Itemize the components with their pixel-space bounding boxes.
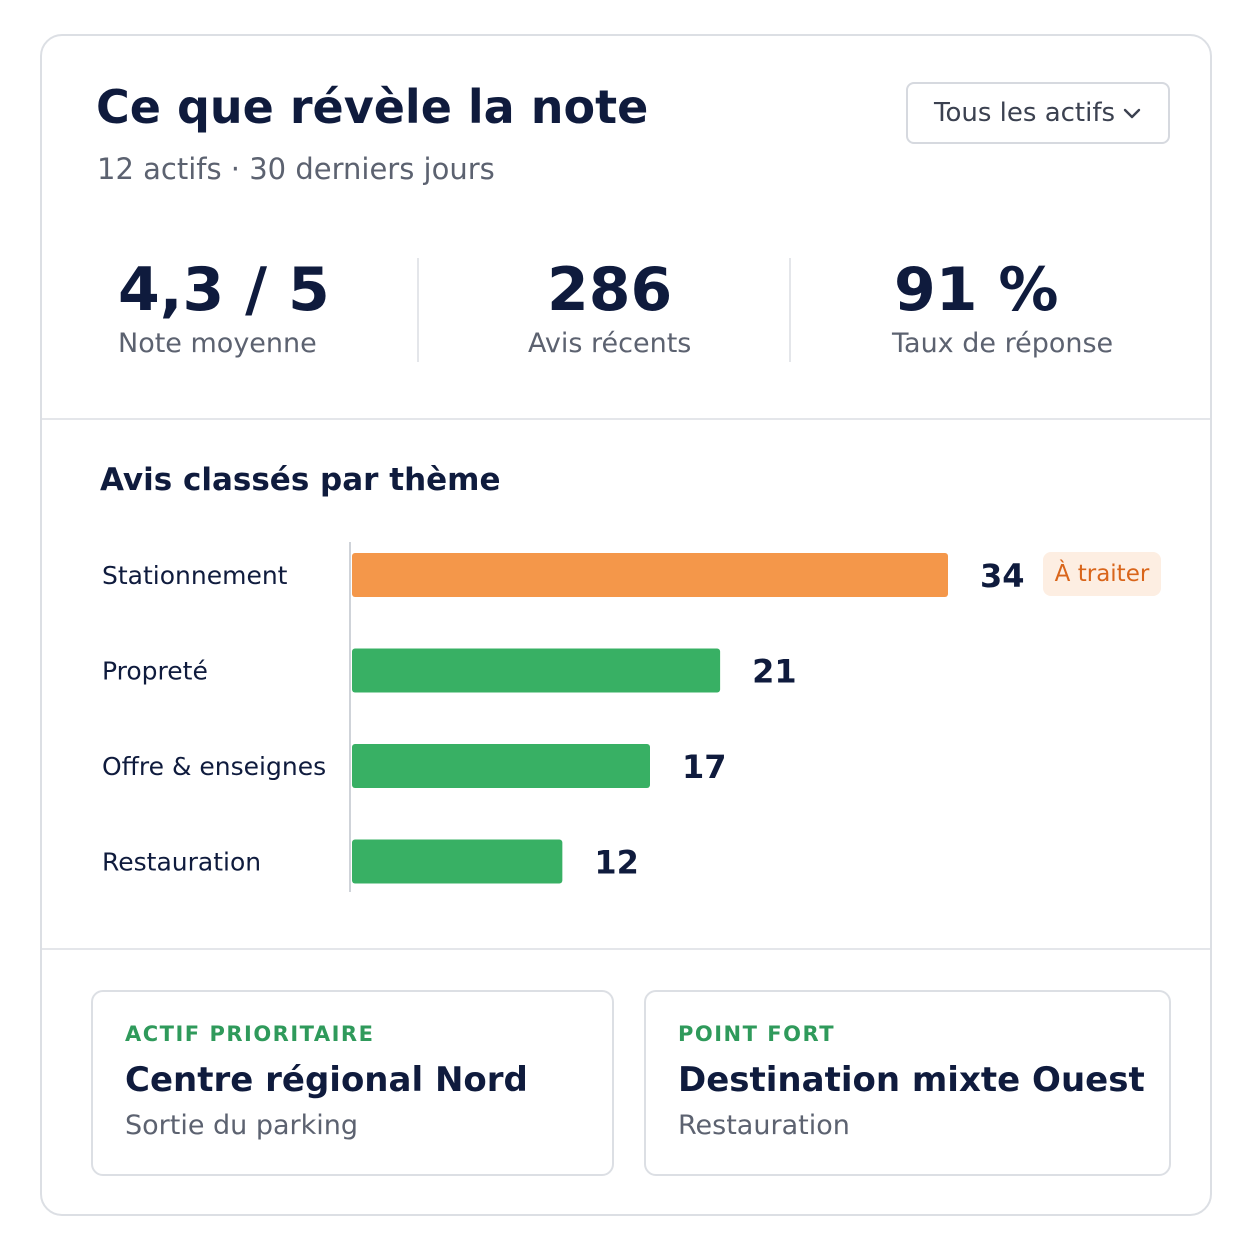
kpi-value: 286 — [547, 255, 673, 325]
category-label: Stationnement — [102, 561, 288, 590]
themes-title: Avis classés par thème — [100, 462, 501, 498]
asset-filter-value: Tous les actifs — [934, 98, 1116, 128]
kpi-divider — [789, 258, 791, 362]
priority-asset-card[interactable]: ACTIF PRIORITAIRE Centre régional Nord S… — [91, 990, 614, 1176]
kpi-divider — [417, 258, 419, 362]
to-handle-badge: À traiter — [1043, 552, 1161, 596]
card-detail: Restauration — [678, 1110, 850, 1141]
bar-value-label: 21 — [752, 653, 797, 691]
section-divider — [42, 948, 1210, 950]
category-label: Restauration — [102, 848, 261, 877]
kpi-response-rate: 91 % Taux de réponse — [892, 254, 1113, 359]
bar-stationnement[interactable] — [352, 553, 948, 597]
asset-filter-dropdown[interactable]: Tous les actifs — [906, 82, 1170, 144]
review-insights-card: Ce que révèle la note 12 actifs · 30 der… — [40, 34, 1212, 1216]
card-kicker: POINT FORT — [678, 1022, 836, 1046]
chevron-down-icon — [1123, 108, 1141, 119]
card-kicker: ACTIF PRIORITAIRE — [125, 1022, 375, 1046]
category-label: Propreté — [102, 657, 208, 686]
bar-value-label: 17 — [682, 748, 727, 786]
bar-value-label: 12 — [594, 844, 639, 882]
kpi-label: Avis récents — [528, 328, 692, 359]
kpi-average-rating: 4,3 / 5 Note moyenne — [118, 254, 330, 359]
page-subtitle: 12 actifs · 30 derniers jours — [97, 152, 495, 186]
card-detail: Sortie du parking — [125, 1110, 359, 1141]
section-divider — [42, 418, 1210, 420]
card-asset-name: Destination mixte Ouest — [678, 1060, 1145, 1100]
kpi-recent-reviews: 286 Avis récents — [528, 254, 691, 359]
kpi-label: Taux de réponse — [892, 328, 1114, 359]
card-asset-name: Centre régional Nord — [125, 1060, 528, 1100]
bar-value-label: 34 — [980, 557, 1025, 595]
bar-restauration[interactable] — [352, 839, 563, 884]
category-label: Offre & enseignes — [102, 752, 326, 781]
kpi-value: 4,3 / 5 — [118, 255, 330, 325]
bar-propret-[interactable] — [352, 648, 721, 693]
strength-card[interactable]: POINT FORT Destination mixte Ouest Resta… — [644, 990, 1171, 1176]
page-title: Ce que révèle la note — [96, 80, 649, 134]
kpi-label: Note moyenne — [118, 328, 317, 359]
bar-offre-enseignes[interactable] — [352, 744, 650, 788]
themes-bar-chart: Stationnement 34 Propreté 21 Offre & enseign… — [102, 542, 1025, 892]
kpi-value: 91 % — [894, 255, 1059, 325]
